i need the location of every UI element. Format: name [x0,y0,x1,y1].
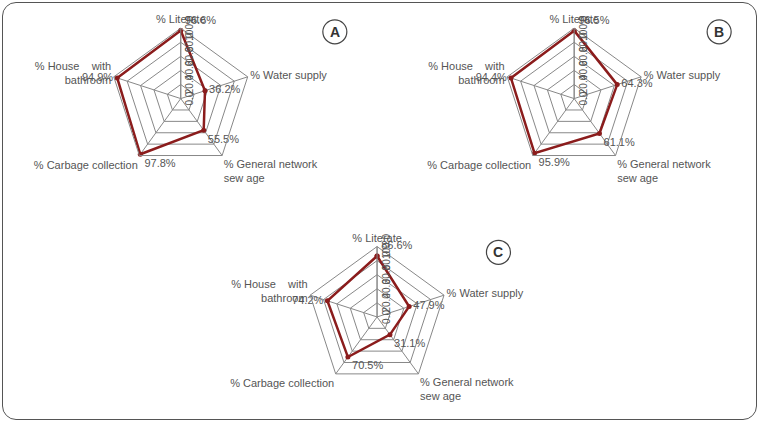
svg-text:40.0: 40.0 [381,279,392,299]
svg-text:20.0: 20.0 [578,74,589,94]
svg-text:% Carbage collection: % Carbage collection [34,159,138,171]
svg-text:C: C [493,244,503,260]
svg-text:% Water supply: % Water supply [644,69,721,81]
svg-text:40.0: 40.0 [184,60,195,80]
svg-text:95.9%: 95.9% [539,156,570,168]
svg-text:% House withbathroom: % House withbathroom [35,60,111,86]
svg-text:86.6%: 86.6% [381,239,412,251]
svg-text:A: A [330,24,340,40]
svg-text:% Carbage collection: % Carbage collection [230,377,334,389]
svg-text:B: B [714,24,724,40]
svg-text:% House withbathroom: % House withbathroom [428,60,504,86]
svg-text:% Literate: % Literate [549,13,599,25]
svg-text:% Literate: % Literate [352,232,402,244]
svg-text:61.1%: 61.1% [604,136,635,148]
svg-text:% General networksew age: % General networksew age [617,158,711,184]
svg-text:0.0: 0.0 [381,310,392,324]
svg-text:94.9%: 94.9% [82,71,113,83]
svg-text:97.8%: 97.8% [144,157,175,169]
svg-text:20.0: 20.0 [184,74,195,94]
svg-text:31.1%: 31.1% [394,337,425,349]
svg-text:40.0: 40.0 [578,60,589,80]
svg-text:74.2%: 74.2% [292,294,323,306]
svg-text:% Water supply: % Water supply [447,287,524,299]
svg-text:36.2%: 36.2% [209,83,240,95]
svg-text:100.0: 100.0 [578,15,589,40]
svg-text:100.0: 100.0 [381,234,392,259]
svg-text:% House withbathroom: % House withbathroom [231,278,307,304]
svg-text:80.0: 80.0 [578,32,589,52]
svg-text:64.3%: 64.3% [621,77,652,89]
svg-text:60.0: 60.0 [578,46,589,66]
svg-text:94.4%: 94.4% [476,71,507,83]
svg-text:70.5%: 70.5% [352,359,383,371]
svg-text:% Water supply: % Water supply [250,69,327,81]
svg-text:60.0: 60.0 [381,265,392,285]
svg-text:% General networksew age: % General networksew age [224,158,318,184]
svg-text:80.0: 80.0 [184,32,195,52]
svg-text:20.0: 20.0 [381,293,392,313]
svg-text:0.0: 0.0 [578,91,589,105]
svg-text:96.5%: 96.5% [578,14,609,26]
svg-text:60.0: 60.0 [184,46,195,66]
svg-text:55.5%: 55.5% [208,133,239,145]
svg-text:% General networksew age: % General networksew age [420,376,514,402]
svg-text:100.0: 100.0 [184,15,195,40]
svg-text:0.0: 0.0 [184,91,195,105]
svg-text:% Carbage collection: % Carbage collection [427,159,531,171]
svg-text:80.0: 80.0 [381,250,392,270]
svg-text:% Literate: % Literate [156,13,206,25]
svg-text:47.9%: 47.9% [413,299,444,311]
svg-text:96.6%: 96.6% [185,14,216,26]
